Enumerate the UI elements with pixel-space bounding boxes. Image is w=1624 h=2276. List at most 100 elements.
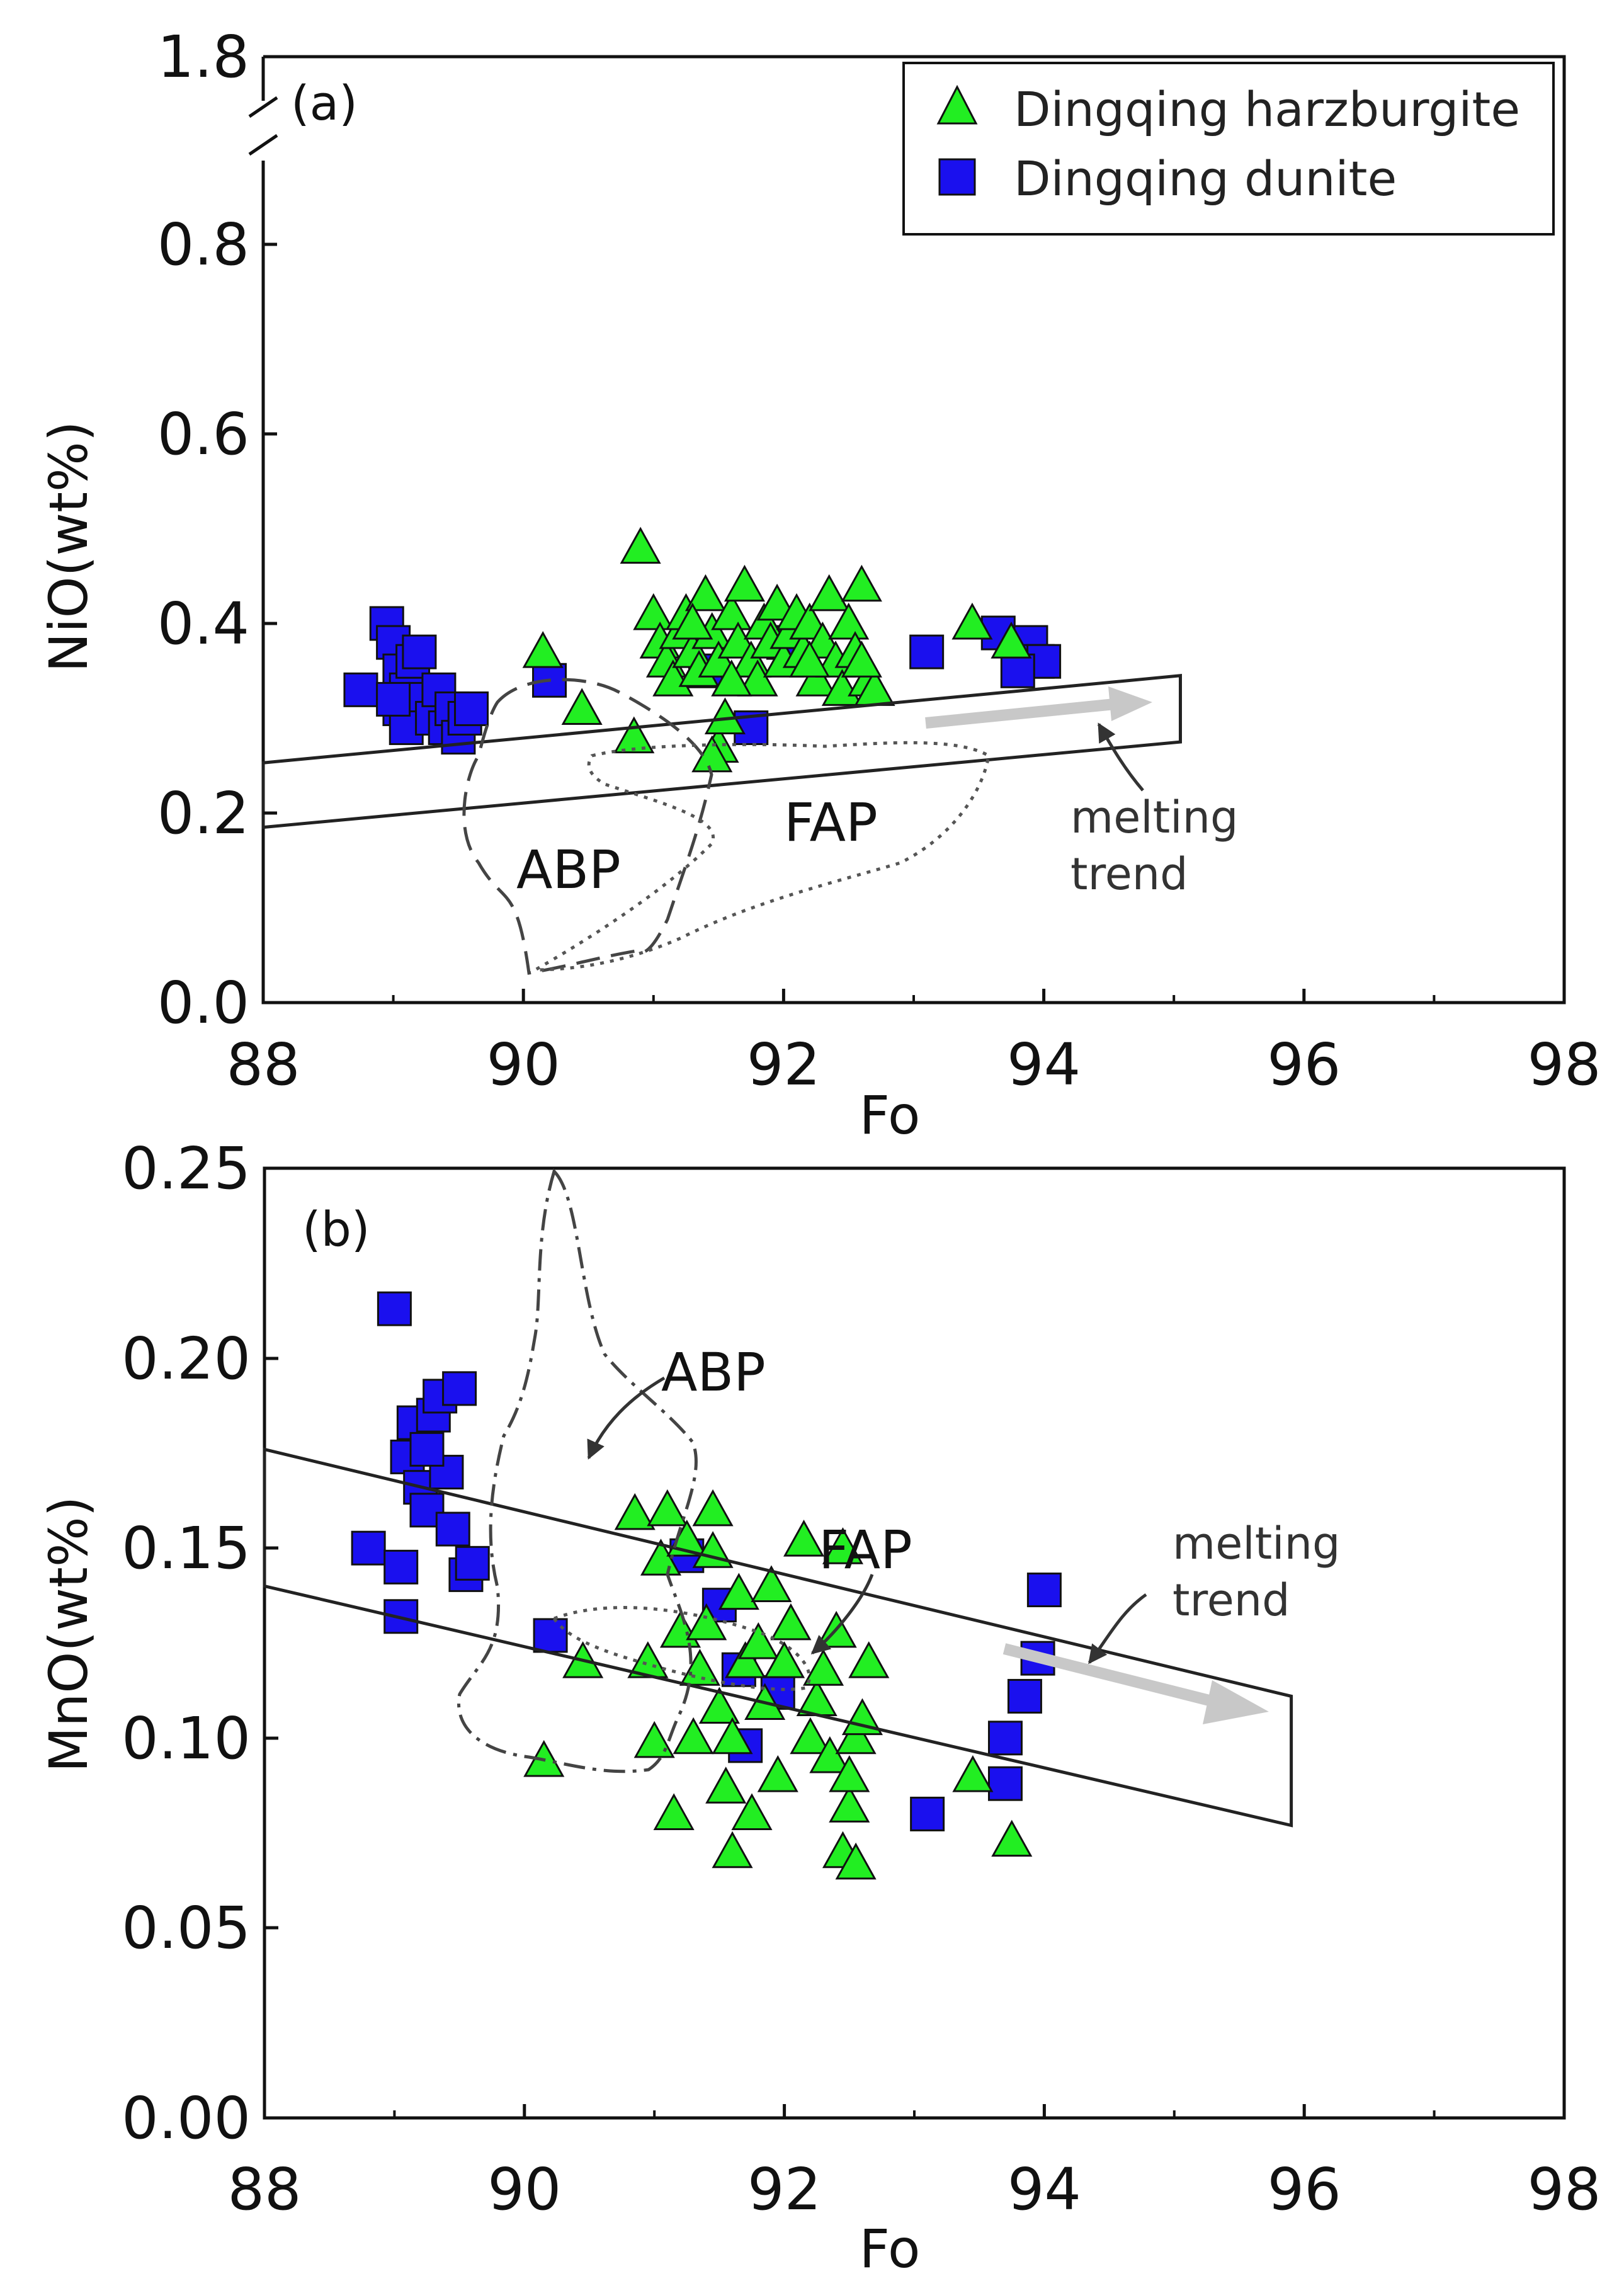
y-tick-label: 0.8	[157, 211, 249, 278]
dunite-point	[454, 691, 489, 726]
y-tick-label: 0.0	[157, 969, 249, 1037]
harzburgite-point	[718, 1573, 759, 1610]
harzburgite-point	[692, 1489, 734, 1527]
legend: Dingqing harzburgite Dingqing dunite	[902, 62, 1555, 236]
harzburgite-point	[991, 1819, 1033, 1857]
harzburgite-point	[731, 1793, 773, 1830]
harzburgite-point	[835, 1717, 877, 1755]
y-tick-label: 0.00	[122, 2085, 251, 2152]
harzburgite-point	[751, 1565, 792, 1603]
x-tick-label: 94	[1008, 2156, 1081, 2223]
harzburgite-point	[633, 1721, 675, 1758]
panel-a-ylabel: NiO(wt%)	[38, 421, 99, 672]
harzburgite-point	[679, 1649, 720, 1686]
harzburgite-point	[991, 622, 1032, 659]
harzburgite-point	[711, 593, 752, 630]
x-tick-label: 90	[487, 2156, 561, 2223]
panel-a-abp-label: ABP	[516, 839, 621, 901]
dunite-point	[376, 681, 411, 717]
harzburgite-point	[686, 1603, 727, 1641]
harzburgite-point	[756, 583, 798, 621]
harzburgite-point	[613, 716, 655, 754]
harzburgite-point	[757, 1755, 798, 1792]
harzburgite-point	[848, 1641, 890, 1678]
panel-a-label: (a)	[291, 75, 358, 131]
dunite-point	[533, 1618, 568, 1653]
dunite-point	[377, 1291, 412, 1326]
legend-square-marker	[938, 158, 976, 196]
harzburgite-point	[672, 602, 713, 640]
harzburgite-point	[764, 1641, 805, 1678]
panel-b-ticks: 88 90 92 94 96 98 0.00 0.05 0.10 0.15 0.20 0.25	[122, 1135, 1601, 2223]
panel-b-fap-label: FAP	[819, 1519, 912, 1581]
harzburgite-point	[829, 1755, 870, 1792]
panel-b-trend-label-line1: melting	[1173, 1518, 1340, 1569]
panel-b-frame	[263, 1166, 1566, 2120]
panel-a-trend-arrow-head	[1108, 686, 1152, 721]
x-tick-label: 98	[1527, 2156, 1601, 2223]
panel-a-xlabel: Fo	[860, 1084, 921, 1146]
harzburgite-point	[809, 574, 850, 612]
dunite-point	[987, 1721, 1023, 1756]
panel-a-fap-label: FAP	[784, 792, 878, 853]
panel-a-trend-arrow-shaft	[925, 698, 1115, 729]
panel-b-abp-field	[457, 1168, 698, 1773]
panel-a-ticks: 88 90 92 94 96 98 0.0 0.2 0.4 0.6 0.8 1.8	[157, 23, 1601, 1098]
panel-b-melting-band	[263, 1447, 1293, 1828]
dunite-point	[987, 1766, 1023, 1801]
harzburgite-point	[737, 659, 778, 697]
y-tick-label: 1.8	[157, 23, 249, 91]
dunite-point	[402, 634, 437, 669]
panel-a-melting-band	[261, 674, 1182, 829]
dunite-point	[409, 1431, 445, 1467]
panel-a-trend-label-line1: melting	[1070, 792, 1238, 843]
harzburgite-point	[952, 1755, 994, 1792]
y-tick-label: 0.05	[122, 1894, 251, 1962]
dunite-point	[1026, 1573, 1062, 1608]
y-tick-label: 0.25	[122, 1135, 251, 1202]
dunite-point	[910, 1796, 945, 1831]
harzburgite-point	[647, 1489, 688, 1527]
x-tick-label: 88	[227, 2156, 301, 2223]
harzburgite-point	[789, 640, 831, 678]
dunite-point	[1000, 653, 1035, 688]
x-tick-label: 92	[747, 1031, 821, 1098]
harzburgite-point	[737, 1622, 779, 1659]
dunite-point	[343, 672, 378, 707]
panel-b-data-marks	[351, 1291, 1062, 1880]
harzburgite-point	[614, 1493, 656, 1530]
panel-b-trend-pointer	[1087, 1593, 1147, 1664]
panel-a-trend-label-line2: trend	[1070, 848, 1188, 900]
legend-label-harzburgite: Dingqing harzburgite	[1014, 81, 1520, 137]
panel-b-abp-label: ABP	[661, 1341, 766, 1403]
x-tick-label: 88	[226, 1031, 300, 1098]
x-tick-label: 94	[1007, 1031, 1081, 1098]
x-tick-label: 98	[1527, 1031, 1601, 1098]
harzburgite-point	[705, 1767, 747, 1804]
harzburgite-point	[653, 1793, 695, 1830]
harzburgite-point	[795, 659, 837, 697]
harzburgite-point	[684, 574, 726, 612]
harzburgite-point	[951, 602, 993, 640]
panel-b-xlabel: Fo	[860, 2218, 921, 2276]
harzburgite-point	[809, 1736, 851, 1773]
harzburgite-point	[770, 1603, 812, 1641]
dunite-point	[455, 1545, 490, 1581]
harzburgite-point	[828, 602, 870, 640]
x-tick-label: 92	[747, 2156, 821, 2223]
harzburgite-point	[724, 564, 765, 602]
harzburgite-point	[522, 631, 564, 668]
panel-b-ylabel: MnO(wt%)	[38, 1496, 99, 1773]
harzburgite-point	[712, 1717, 753, 1755]
panel-a-trend-pointer	[1097, 722, 1144, 792]
dunite-point	[383, 1549, 419, 1585]
panel-a-abp-field	[462, 678, 713, 975]
dunite-point	[435, 1511, 470, 1547]
harzburgite-point	[711, 659, 752, 697]
harzburgite-point	[841, 564, 882, 602]
x-tick-label: 90	[487, 1031, 560, 1098]
x-tick-label: 96	[1267, 1031, 1341, 1098]
y-tick-label: 0.4	[157, 590, 249, 657]
harzburgite-point	[673, 1717, 714, 1755]
harzburgite-point	[725, 1641, 766, 1678]
